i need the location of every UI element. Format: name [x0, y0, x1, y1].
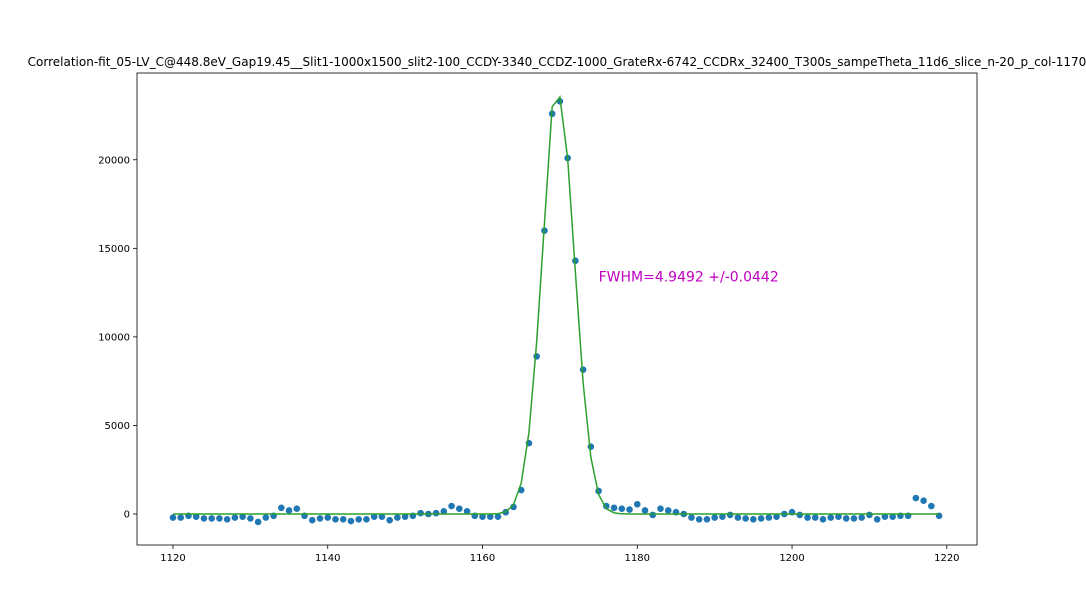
data-point: [587, 443, 595, 451]
data-point: [386, 516, 393, 524]
annotation: FWHM=4.9492 +/-0.0442: [599, 270, 779, 286]
data-point: [486, 513, 494, 520]
data-point: [873, 516, 881, 523]
data-point: [308, 516, 316, 524]
y-tick-label: 15000: [98, 244, 130, 255]
data-point: [533, 353, 540, 360]
data-point: [858, 514, 865, 521]
data-point: [827, 514, 835, 521]
data-point: [401, 513, 409, 520]
data-point: [208, 515, 215, 522]
data-point: [928, 502, 935, 510]
data-point: [633, 500, 641, 508]
data-point: [285, 507, 293, 514]
data-point: [641, 507, 649, 514]
data-point: [664, 507, 672, 514]
data-point: [719, 513, 726, 520]
data-point: [610, 504, 618, 512]
data-point: [254, 518, 262, 526]
data-point: [726, 511, 734, 519]
data-point: [765, 514, 773, 521]
data-point: [339, 516, 347, 523]
data-point: [177, 514, 185, 521]
data-point: [332, 516, 339, 523]
y-tick-label: 0: [124, 510, 130, 521]
data-point: [463, 508, 471, 515]
data-point: [703, 516, 711, 523]
data-point: [247, 515, 254, 522]
x-tick-label: 1120: [160, 553, 185, 564]
y-tick-label: 10000: [98, 332, 130, 343]
data-point: [773, 513, 780, 520]
data-point: [169, 514, 177, 521]
data-point: [432, 509, 440, 517]
data-point: [278, 504, 285, 512]
data-point: [688, 514, 695, 521]
x-tick-label: 1140: [315, 553, 340, 564]
x-tick-label: 1180: [625, 553, 650, 564]
data-point: [494, 513, 502, 520]
data-point: [262, 514, 270, 521]
data-point: [757, 515, 765, 522]
data-point: [734, 514, 742, 521]
chart-title: Correlation-fit_05-LV_C@448.8eV_Gap19.45…: [28, 55, 1086, 69]
data-point: [804, 514, 811, 521]
x-tick-label: 1200: [779, 553, 804, 564]
data-point: [440, 508, 448, 515]
x-tick-label: 1160: [470, 553, 495, 564]
data-point: [881, 513, 889, 520]
data-point: [695, 516, 703, 523]
fit-line: [172, 95, 940, 515]
data-point: [920, 497, 927, 505]
data-point: [835, 513, 842, 520]
y-tick-label: 5000: [105, 421, 130, 432]
data-point: [711, 514, 718, 521]
data-point: [239, 513, 246, 520]
data-point: [479, 513, 486, 520]
y-tick-label: 20000: [98, 155, 130, 166]
data-point: [216, 515, 223, 522]
data-point: [347, 517, 355, 525]
data-point: [417, 509, 424, 517]
data-point: [626, 506, 633, 513]
x-tick-label: 1220: [934, 553, 959, 564]
data-point: [912, 494, 920, 502]
data-point: [355, 516, 363, 523]
data-point: [192, 513, 200, 520]
data-point: [293, 505, 301, 512]
data-point: [742, 515, 749, 522]
data-point: [618, 505, 626, 512]
data-point: [448, 502, 455, 510]
data-point: [370, 513, 378, 520]
data-point: [200, 515, 208, 522]
data-point: [378, 513, 386, 520]
data-point: [223, 516, 231, 523]
data-point: [456, 505, 463, 512]
data-point: [316, 515, 324, 522]
data-point: [657, 505, 664, 512]
data-point: [819, 516, 827, 523]
data-point: [750, 516, 757, 523]
data-point: [649, 511, 657, 519]
data-point: [231, 514, 239, 521]
data-point: [324, 514, 332, 521]
data-point: [889, 513, 896, 520]
data-point: [811, 514, 819, 521]
data-point: [363, 516, 370, 523]
plot-frame: [136, 72, 978, 546]
data-point: [866, 511, 873, 519]
data-point: [842, 515, 850, 522]
data-point: [796, 511, 804, 519]
data-point: [579, 366, 587, 373]
data-point: [394, 514, 401, 521]
data-point: [850, 515, 858, 522]
data-point: [572, 257, 579, 265]
